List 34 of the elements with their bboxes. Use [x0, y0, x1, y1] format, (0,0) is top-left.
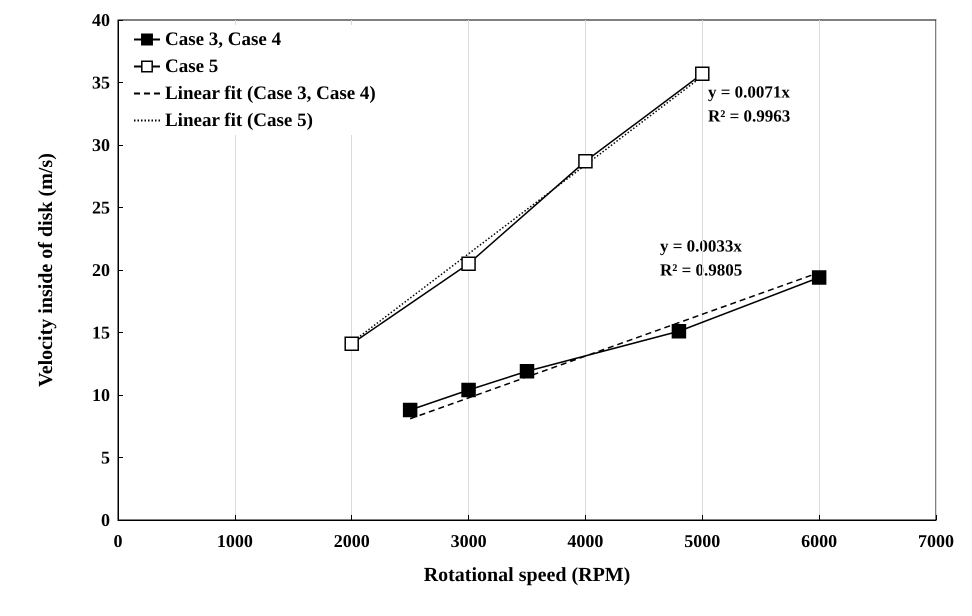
x-tick-label: 6000 [801, 531, 838, 551]
legend-label: Case 5 [165, 56, 218, 77]
x-axis-title: Rotational speed (RPM) [424, 564, 630, 586]
y-tick-label: 15 [92, 322, 110, 342]
point [402, 402, 418, 418]
x-tick-label: 3000 [450, 531, 487, 551]
y-tick-label: 5 [101, 448, 110, 468]
y-tick-label: 10 [92, 385, 110, 405]
x-tick-label: 7000 [918, 531, 954, 551]
point [812, 270, 826, 285]
x-tick-label: 1000 [216, 531, 253, 551]
point [672, 324, 686, 338]
y-tick-label: 25 [92, 198, 110, 218]
annotation: y = 0.0071x R² = 0.9963 [708, 82, 790, 126]
legend-label: Linear fit (Case 3, Case 4) [165, 83, 376, 104]
point [344, 336, 359, 351]
x-tick-label: 2000 [334, 531, 370, 551]
y-tick-label: 0 [101, 510, 110, 530]
x-tick-label: 4000 [567, 531, 604, 551]
x-tick-label: 0 [114, 531, 122, 551]
point [461, 256, 476, 271]
x-tick-label: 5000 [684, 531, 720, 551]
point [520, 364, 534, 378]
legend-label: Case 3, Case 4 [165, 29, 282, 50]
y-tick-label: 35 [92, 72, 110, 92]
y-axis-title: Velocity inside of disk (m/s) [35, 153, 57, 387]
y-tick-label: 20 [92, 260, 110, 280]
point [578, 154, 593, 168]
point [461, 382, 476, 398]
point [695, 66, 710, 81]
annotation: y = 0.0033x R² = 0.9805 [660, 236, 742, 280]
y-tick-label: 30 [92, 135, 110, 155]
y-tick-label: 40 [92, 10, 110, 30]
legend-label: Linear fit (Case 5) [165, 110, 313, 131]
